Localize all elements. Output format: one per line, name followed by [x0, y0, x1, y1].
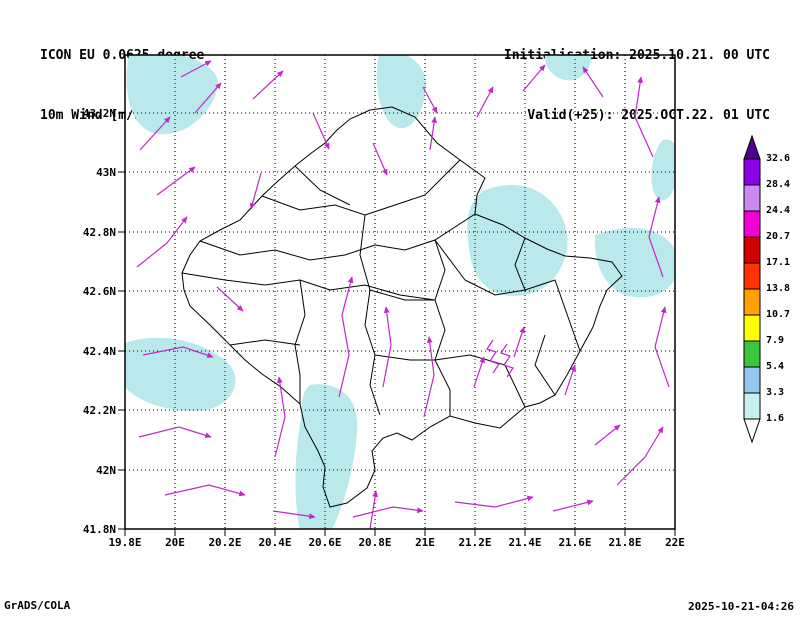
creation-timestamp: 2025-10-21-04:26 — [688, 600, 794, 613]
colorbar-tick-label: 32.6 — [766, 153, 791, 164]
country-and-municipality-borders — [181, 106, 623, 508]
wind-barb-squiggle — [486, 339, 500, 374]
lon-label: 21.4E — [508, 536, 542, 549]
axis-ticks — [118, 112, 676, 536]
colorbar-bottom-arrow — [743, 418, 761, 444]
wind-barb-squiggle — [500, 343, 514, 378]
colorbar-tick-label: 24.4 — [766, 205, 791, 216]
colorbar-bands — [743, 158, 761, 420]
country-border — [181, 106, 623, 508]
grads-credit: GrADS/COLA — [4, 599, 71, 612]
lat-label: 42.6N — [82, 285, 116, 298]
wind-vectors-layer — [136, 60, 670, 529]
colorbar-tick-label: 5.4 — [766, 361, 785, 372]
lon-label: 21.6E — [558, 536, 592, 549]
colorbar-tick-label: 1.6 — [766, 413, 785, 424]
lon-label: 21E — [415, 536, 435, 549]
lon-label: 20E — [165, 536, 185, 549]
lon-label: 20.6E — [308, 536, 342, 549]
lat-label: 42.4N — [82, 345, 116, 358]
lon-label: 21.2E — [458, 536, 492, 549]
lat-label: 41.8N — [82, 523, 116, 536]
lat-label: 42.2N — [82, 404, 116, 417]
lon-label: 22E — [665, 536, 685, 549]
lat-label: 43N — [96, 166, 116, 179]
colorbar-tick-label: 10.7 — [766, 309, 791, 320]
colorbar-tick-label: 3.3 — [766, 387, 785, 398]
valid-time: Valid(+25): 2025.OCT.22. 01 UTC — [527, 108, 770, 123]
lon-label: 20.2E — [208, 536, 242, 549]
colorbar-top-arrow — [743, 134, 761, 160]
colorbar-tick-label: 20.7 — [766, 231, 791, 242]
map-frame — [124, 54, 676, 530]
colorbar-tick-label: 13.8 — [766, 283, 791, 294]
colorbar-tick-label: 17.1 — [766, 257, 791, 268]
lat-label: 42.8N — [82, 226, 116, 239]
colorbar-tick-label: 7.9 — [766, 335, 785, 346]
colorbar-tick-label: 28.4 — [766, 179, 791, 190]
lat-label: 42N — [96, 464, 116, 477]
lat-label: 43.2N — [82, 107, 116, 120]
lon-label: 20.8E — [358, 536, 392, 549]
lon-label: 19.8E — [108, 536, 142, 549]
wind-speed-shading-layer — [125, 55, 675, 529]
lon-label: 20.4E — [258, 536, 292, 549]
colorbar — [743, 134, 761, 444]
lon-label: 21.8E — [608, 536, 642, 549]
map-plot — [118, 54, 676, 536]
